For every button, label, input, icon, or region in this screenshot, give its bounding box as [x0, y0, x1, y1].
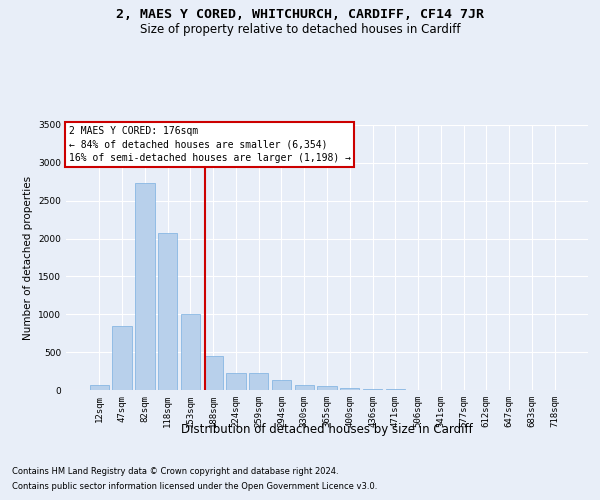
Bar — [90, 386, 109, 390]
Bar — [340, 388, 359, 390]
Text: 2, MAES Y CORED, WHITCHURCH, CARDIFF, CF14 7JR: 2, MAES Y CORED, WHITCHURCH, CARDIFF, CF… — [116, 8, 484, 20]
Bar — [295, 385, 314, 390]
Text: Contains HM Land Registry data © Crown copyright and database right 2024.: Contains HM Land Registry data © Crown c… — [12, 467, 338, 476]
Bar — [317, 386, 337, 390]
Bar — [203, 356, 223, 390]
Text: Distribution of detached houses by size in Cardiff: Distribution of detached houses by size … — [181, 422, 473, 436]
Bar — [249, 373, 268, 390]
Text: Contains public sector information licensed under the Open Government Licence v3: Contains public sector information licen… — [12, 482, 377, 491]
Bar — [386, 389, 405, 390]
Bar — [226, 373, 245, 390]
Bar — [181, 314, 200, 390]
Text: Size of property relative to detached houses in Cardiff: Size of property relative to detached ho… — [140, 22, 460, 36]
Bar — [363, 389, 382, 390]
Bar — [135, 184, 155, 390]
Bar — [158, 234, 178, 390]
Bar — [272, 380, 291, 390]
Bar — [112, 326, 132, 390]
Y-axis label: Number of detached properties: Number of detached properties — [23, 176, 32, 340]
Text: 2 MAES Y CORED: 176sqm
← 84% of detached houses are smaller (6,354)
16% of semi-: 2 MAES Y CORED: 176sqm ← 84% of detached… — [68, 126, 350, 162]
